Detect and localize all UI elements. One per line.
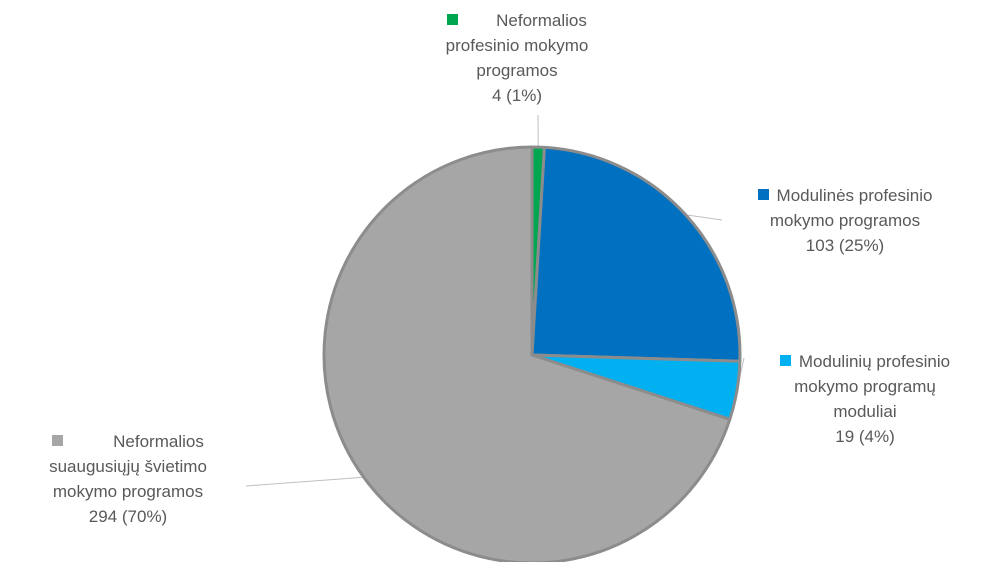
- leader-line: [245, 476, 364, 487]
- leader-line: [685, 214, 723, 221]
- label-line: mokymo programos: [52, 482, 204, 501]
- pie-slice-suaugusiuju-svietimo: [322, 145, 732, 562]
- label-line: suaugusiųjų švietimo: [49, 457, 207, 476]
- legend-swatch-gray: [52, 435, 64, 446]
- legend-swatch-green: [447, 14, 459, 25]
- value-label: 19 (4%): [835, 427, 895, 446]
- label-line: Modulinių profesinio: [798, 352, 951, 371]
- data-label-modulines-programos: Modulinės profesinio mokymo programos 10…: [728, 183, 962, 258]
- value-label: 103 (25%): [805, 236, 885, 255]
- data-label-moduliniu-moduliai: Modulinių profesinio mokymo programų mod…: [752, 349, 978, 449]
- label-line: Neformalios: [113, 432, 204, 451]
- legend-swatch-light-blue: [779, 355, 791, 366]
- data-label-neformalios-profesinio: Neformalios profesinio mokymo programos …: [402, 8, 632, 108]
- label-line: profesinio mokymo: [445, 36, 589, 55]
- label-line: moduliai: [833, 402, 897, 421]
- legend-swatch-blue: [757, 189, 769, 200]
- label-line: mokymo programų: [794, 377, 936, 396]
- data-label-suaugusiuju-svietimo: Neformalios suaugusiųjų švietimo mokymo …: [10, 429, 246, 529]
- pie-slices: [322, 145, 742, 562]
- value-label: 4 (1%): [491, 86, 543, 105]
- value-label: 294 (70%): [88, 507, 168, 526]
- pie-slice-modulines-programos: [530, 145, 742, 363]
- label-line: Modulinės profesinio: [776, 186, 933, 205]
- label-line: mokymo programos: [769, 211, 921, 230]
- label-line: Neformalios: [496, 11, 587, 30]
- label-line: programos: [476, 61, 558, 80]
